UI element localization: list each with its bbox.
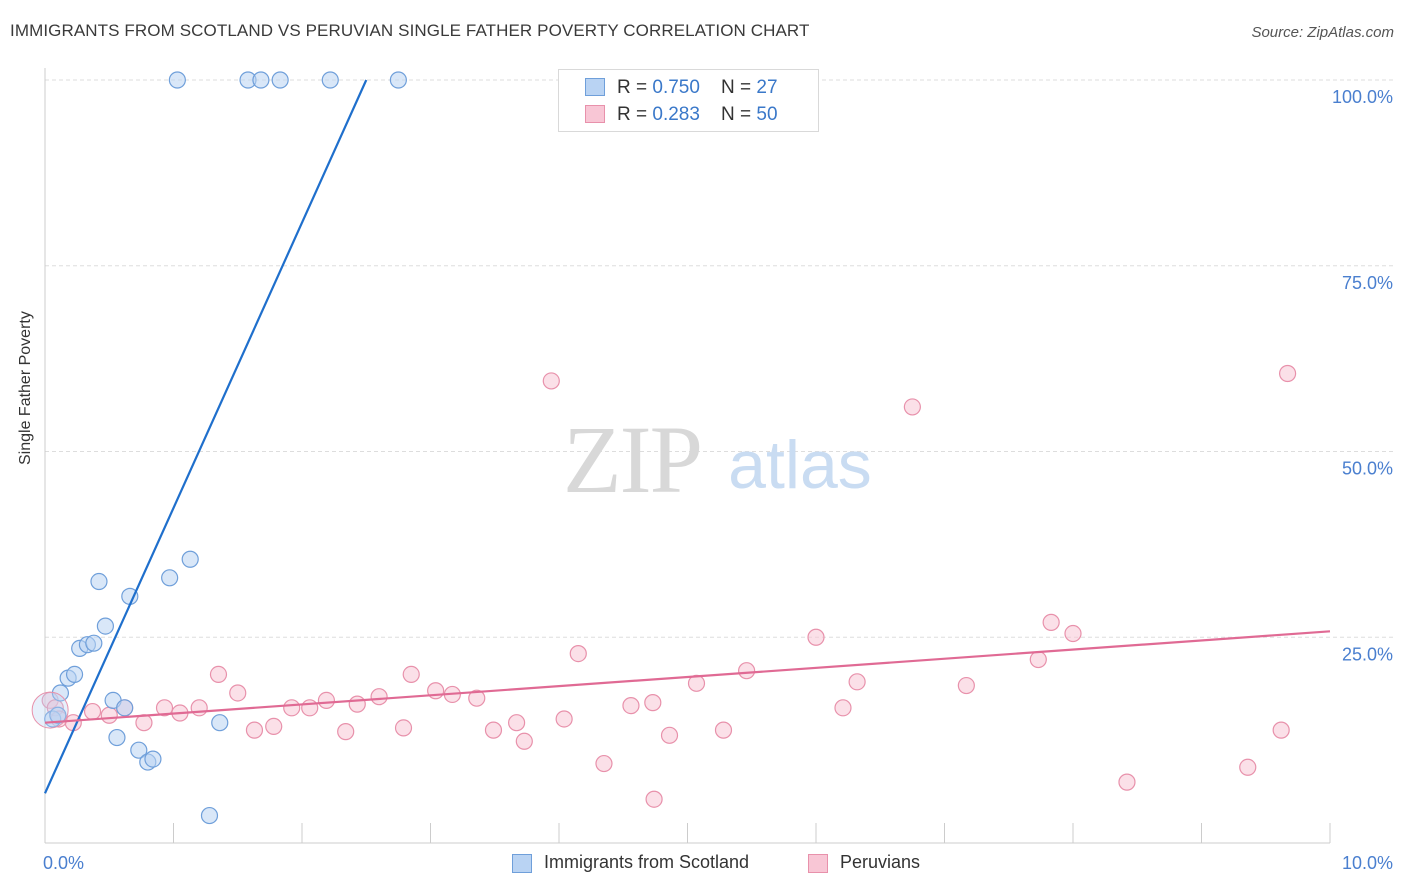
peruvians-point: [229, 684, 247, 702]
peruvians-point: [348, 695, 366, 713]
peruvians-point: [507, 714, 526, 732]
peruvians-point: [245, 721, 264, 739]
scotland-point: [90, 572, 108, 591]
scotland-trendline: [43, 79, 368, 794]
source-credit: Source: ZipAtlas.com: [1251, 24, 1394, 41]
legend-n-value: 50: [756, 104, 778, 125]
legend-swatch-pink: [585, 105, 605, 123]
peruvians-point: [957, 676, 975, 695]
peruvians-point: [1272, 721, 1290, 739]
peruvians-point: [484, 721, 503, 739]
scotland-point: [389, 71, 407, 89]
peruvians-point: [1239, 758, 1257, 776]
y-tick-label: 25.0%: [1342, 644, 1393, 664]
peruvians-point: [190, 699, 208, 717]
scotland-point: [271, 71, 289, 89]
peruvians-point: [317, 691, 336, 710]
legend-label-peruvians: Peruvians: [840, 852, 921, 872]
series-peruvians-points: [41, 364, 1297, 808]
series-scotland-points: [31, 71, 407, 825]
scotland-point: [49, 706, 67, 724]
correlation-legend: R = 0.750 N = 27 R = 0.283 N = 50: [558, 69, 819, 132]
peruvians-point: [738, 662, 756, 680]
peruvians-point: [903, 398, 921, 416]
legend-label-scotland: Immigrants from Scotland: [544, 852, 750, 872]
peruvians-point: [1042, 613, 1060, 631]
peruvians-point: [834, 699, 852, 717]
peruvians-point: [1118, 773, 1136, 791]
legend-swatch-pink: [808, 854, 828, 873]
legend-r-value: 0.750: [652, 77, 700, 98]
cluster-point: [31, 691, 69, 729]
peruvians-point: [209, 665, 228, 684]
scotland-point: [161, 569, 179, 587]
y-tick-label: 100.0%: [1332, 87, 1393, 107]
peruvians-point: [1064, 624, 1082, 643]
peruvians-point: [645, 790, 663, 808]
scotland-point: [200, 806, 219, 825]
y-tick-label: 50.0%: [1342, 459, 1393, 479]
legend-r-value: 0.283: [652, 104, 700, 125]
peruvians-point: [644, 694, 662, 712]
axes: [44, 68, 1331, 844]
peruvians-point: [301, 699, 319, 717]
peruvians-point: [83, 702, 102, 721]
peruvians-point: [265, 717, 283, 736]
peruvians-point: [848, 673, 866, 691]
scotland-point: [51, 684, 70, 702]
scotland-point: [252, 71, 270, 89]
legend-n-label: N =: [721, 77, 757, 98]
peruvians-point: [1029, 650, 1047, 669]
peruvians-point: [660, 726, 679, 744]
peruvians-trendline: [44, 630, 1331, 724]
scotland-point: [144, 750, 162, 768]
tick-labels: 100.0% 75.0% 50.0% 25.0% 0.0% 10.0%: [43, 87, 1393, 873]
peruvians-point: [394, 719, 413, 737]
legend-n-label: N =: [721, 104, 757, 125]
x-tick-label: 10.0%: [1342, 853, 1393, 873]
scotland-point: [321, 71, 339, 89]
peruvians-point: [468, 689, 486, 707]
peruvians-point: [714, 721, 733, 739]
peruvians-point: [370, 688, 388, 706]
peruvians-point: [595, 754, 613, 773]
x-tick-label: 0.0%: [43, 853, 84, 873]
peruvians-point: [402, 665, 420, 684]
peruvians-point: [1278, 364, 1297, 383]
scotland-point: [96, 617, 114, 635]
scotland-point: [85, 634, 103, 652]
scotland-point: [116, 699, 134, 717]
scotland-point: [130, 741, 148, 759]
peruvians-point: [542, 372, 560, 390]
peruvians-point: [155, 699, 174, 717]
y-axis-label: Single Father Poverty: [17, 311, 34, 465]
legend-r-label: R =: [617, 104, 653, 125]
watermark: ZIP atlas: [563, 406, 872, 513]
trendlines: [43, 79, 1331, 794]
watermark-atlas: atlas: [728, 427, 872, 503]
legend-swatch-blue: [585, 78, 605, 96]
peruvians-point: [622, 697, 640, 715]
scotland-point: [108, 728, 126, 747]
watermark-zip: ZIP: [563, 406, 701, 513]
chart-title: IMMIGRANTS FROM SCOTLAND VS PERUVIAN SIN…: [10, 21, 810, 40]
peruvians-point: [100, 706, 118, 724]
legend-n-value: 27: [756, 77, 778, 98]
legend-swatch-blue: [512, 854, 532, 873]
scotland-point: [65, 665, 84, 684]
y-tick-label: 75.0%: [1342, 273, 1393, 293]
scotland-point: [168, 71, 186, 89]
peruvians-point: [337, 723, 355, 741]
peruvians-point: [555, 710, 573, 728]
peruvians-point: [515, 732, 533, 750]
peruvians-point: [569, 644, 587, 663]
peruvians-point: [283, 699, 301, 717]
scotland-point: [211, 714, 229, 732]
scotland-point: [181, 550, 199, 568]
peruvians-point: [807, 628, 825, 646]
gridlines: [45, 79, 1395, 638]
legend-r-label: R =: [617, 77, 653, 98]
